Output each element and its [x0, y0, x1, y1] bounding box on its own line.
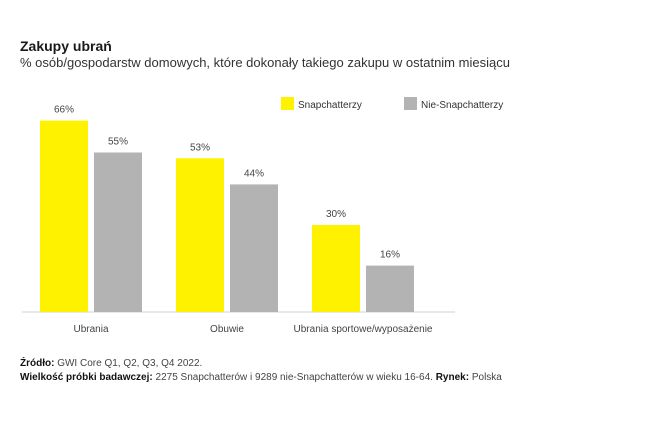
bar-nie-snapchatterzy-0 — [94, 152, 142, 312]
sample-label: Wielkość próbki badawczej: — [20, 372, 153, 383]
legend-swatch-1 — [404, 97, 417, 110]
bar-snapchatterzy-2 — [312, 225, 360, 312]
chart-subtitle: % osób/gospodarstw domowych, które dokon… — [20, 55, 510, 70]
data-label-0-0: 66% — [54, 105, 74, 116]
category-label-1: Obuwie — [210, 324, 244, 335]
source-note: Źródło: GWI Core Q1, Q2, Q3, Q4 2022. — [20, 358, 202, 369]
sample-text: 2275 Snapchatterów i 9289 nie-Snapchatte… — [155, 372, 433, 383]
market-text: Polska — [471, 372, 502, 383]
category-label-0: Ubrania — [73, 324, 108, 335]
data-label-0-1: 53% — [190, 142, 210, 153]
legend-swatch-0 — [281, 97, 294, 110]
category-label-2: Ubrania sportowe/wyposażenie — [294, 324, 433, 335]
chart-title: Zakupy ubrań — [20, 38, 112, 54]
bar-snapchatterzy-0 — [40, 120, 88, 312]
source-label: Źródło: — [20, 358, 55, 369]
bar-nie-snapchatterzy-2 — [366, 265, 414, 312]
source-text: GWI Core Q1, Q2, Q3, Q4 2022. — [57, 358, 203, 369]
legend-label-0: Snapchatterzy — [298, 100, 362, 111]
legend-label-1: Nie-Snapchatterzy — [421, 100, 503, 111]
data-label-0-2: 30% — [326, 209, 346, 220]
bar-snapchatterzy-1 — [176, 158, 224, 312]
sample-note: Wielkość próbki badawczej: 2275 Snapchat… — [20, 372, 502, 383]
data-label-1-0: 55% — [108, 137, 128, 148]
data-label-1-2: 16% — [380, 250, 400, 261]
bar-nie-snapchatterzy-1 — [230, 184, 278, 312]
data-label-1-1: 44% — [244, 168, 264, 179]
market-label: Rynek: — [435, 372, 470, 383]
